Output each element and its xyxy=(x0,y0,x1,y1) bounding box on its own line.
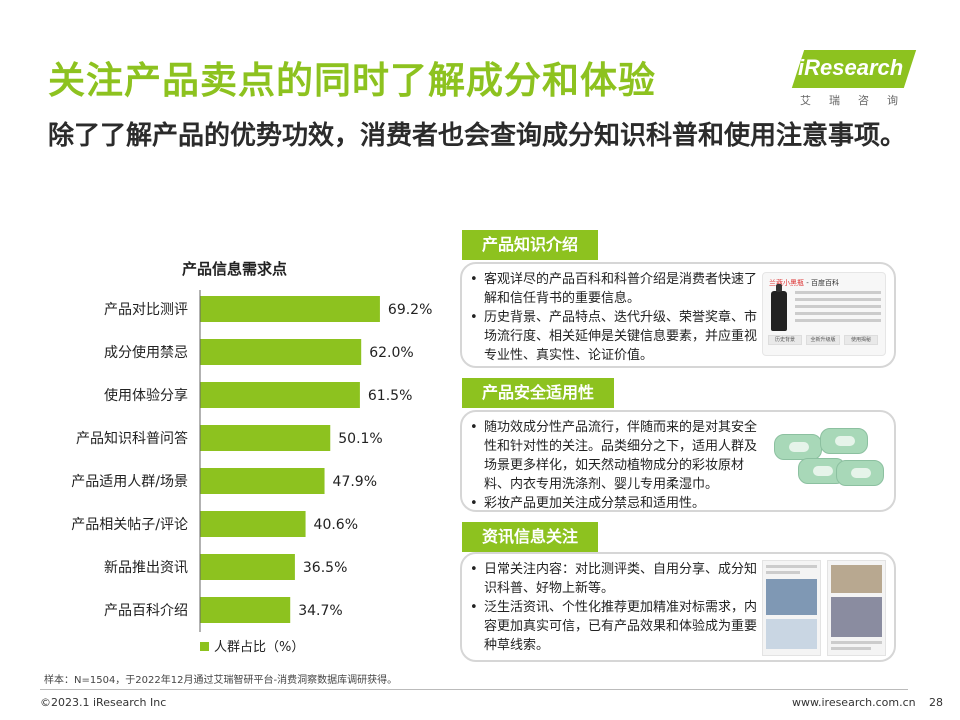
baike-screenshot: 兰蔻小黑瓶 - 百度百科 历史背景 全新升级版 使用揭秘 xyxy=(762,272,886,356)
bullet: 泛生活资讯、个性化推荐更加精准对标需求，内容更加真实可信，已有产品效果和体验成为… xyxy=(470,598,762,655)
page-title: 关注产品卖点的同时了解成分和体验 xyxy=(48,59,656,102)
page-subtitle: 除了了解产品的优势功效，消费者也会查询成分知识科普和使用注意事项。 xyxy=(48,121,907,151)
footer-divider xyxy=(40,689,908,690)
value-label: 47.9% xyxy=(333,474,377,490)
baike-button: 全新升级版 xyxy=(806,335,840,345)
bullet: 日常关注内容：对比测评类、自用分享、成分知识科普、好物上新等。 xyxy=(470,560,762,598)
feed-column xyxy=(762,560,821,656)
category-label: 产品相关帖子/评论 xyxy=(71,517,188,533)
category-label: 产品知识科普问答 xyxy=(76,430,188,447)
bullet: 彩妆产品更加关注成分禁忌和适用性。 xyxy=(470,494,762,513)
category-label: 使用体验分享 xyxy=(104,387,188,404)
copyright: ©2023.1 iResearch Inc xyxy=(40,696,167,709)
bullet: 客观详尽的产品百科和科普介绍是消费者快速了解和信任背书的重要信息。 xyxy=(470,270,762,308)
logo-text: iResearch xyxy=(798,55,904,80)
bar xyxy=(200,468,325,494)
bar xyxy=(200,554,295,580)
value-label: 50.1% xyxy=(338,431,382,447)
bullets-safety: 随功效成分性产品流行，伴随而来的是对其安全性和针对性的关注。品类细分之下，适用人… xyxy=(470,418,762,513)
baike-button: 使用揭秘 xyxy=(844,335,878,345)
bar xyxy=(200,339,362,365)
page-number: 28 xyxy=(929,696,943,709)
section-tag-safety: 产品安全适用性 xyxy=(462,378,615,408)
value-label: 36.5% xyxy=(303,560,347,576)
category-label: 成分使用禁忌 xyxy=(104,344,188,361)
website: www.iresearch.com.cn xyxy=(792,696,916,709)
value-label: 40.6% xyxy=(314,517,358,533)
baike-heading: 兰蔻小黑瓶 - 百度百科 xyxy=(769,279,839,287)
card-news: 日常关注内容：对比测评类、自用分享、成分知识科普、好物上新等。 泛生活资讯、个性… xyxy=(460,552,896,662)
bar xyxy=(200,425,331,451)
category-label: 产品适用人群/场景 xyxy=(71,474,188,490)
sample-note: 样本：N=1504，于2022年12月通过艾瑞智研平台-消费洞察数据库调研获得。 xyxy=(44,675,398,686)
bar xyxy=(200,296,380,322)
card-safety: 随功效成分性产品流行，伴随而来的是对其安全性和针对性的关注。品类细分之下，适用人… xyxy=(460,410,896,513)
section-tag-news: 资讯信息关注 xyxy=(462,522,599,552)
bar xyxy=(200,597,291,623)
value-label: 34.7% xyxy=(298,603,342,619)
bullet: 历史背景、产品特点、迭代升级、荣誉奖章、市场流行度、相关延伸是关键信息要素，并应… xyxy=(470,308,762,365)
serum-bottle-icon xyxy=(771,284,787,331)
iresearch-logo: iResearch 艾瑞咨询 xyxy=(788,48,917,110)
feed-column xyxy=(827,560,886,656)
category-label: 产品百科介绍 xyxy=(104,603,188,619)
card-knowledge: 客观详尽的产品百科和科普介绍是消费者快速了解和信任背书的重要信息。 历史背景、产… xyxy=(460,262,896,368)
bullet: 随功效成分性产品流行，伴随而来的是对其安全性和针对性的关注。品类细分之下，适用人… xyxy=(470,418,762,494)
baike-button: 历史背景 xyxy=(768,335,802,345)
baike-buttons: 历史背景 全新升级版 使用揭秘 xyxy=(768,335,878,345)
bar-chart: 产品对比测评 69.2% 成分使用禁忌 62.0% 使用体验分享 61.5% 产品知识科普问… xyxy=(71,290,432,655)
wipes-pack-icon xyxy=(774,434,822,460)
category-label: 新品推出资讯 xyxy=(104,560,188,576)
value-label: 61.5% xyxy=(368,388,412,404)
chart-title: 产品信息需求点 xyxy=(182,260,288,278)
bullets-knowledge: 客观详尽的产品百科和科普介绍是消费者快速了解和信任背书的重要信息。 历史背景、产… xyxy=(470,270,762,365)
category-label: 产品对比测评 xyxy=(104,302,188,318)
wipes-image xyxy=(762,420,886,502)
legend-label: 人群占比（%） xyxy=(214,640,304,655)
baike-text-lines xyxy=(795,291,881,326)
bar xyxy=(200,511,306,537)
section-tag-knowledge: 产品知识介绍 xyxy=(462,230,599,260)
logo-cn: 艾瑞咨询 xyxy=(800,94,916,107)
legend-swatch xyxy=(200,642,209,651)
bar xyxy=(200,382,360,408)
value-label: 69.2% xyxy=(388,302,432,318)
wipes-pack-icon xyxy=(836,460,884,486)
feed-screenshot xyxy=(762,560,886,656)
bullets-news: 日常关注内容：对比测评类、自用分享、成分知识科普、好物上新等。 泛生活资讯、个性… xyxy=(470,560,762,655)
wipes-pack-icon xyxy=(820,428,868,454)
value-label: 62.0% xyxy=(369,345,413,361)
